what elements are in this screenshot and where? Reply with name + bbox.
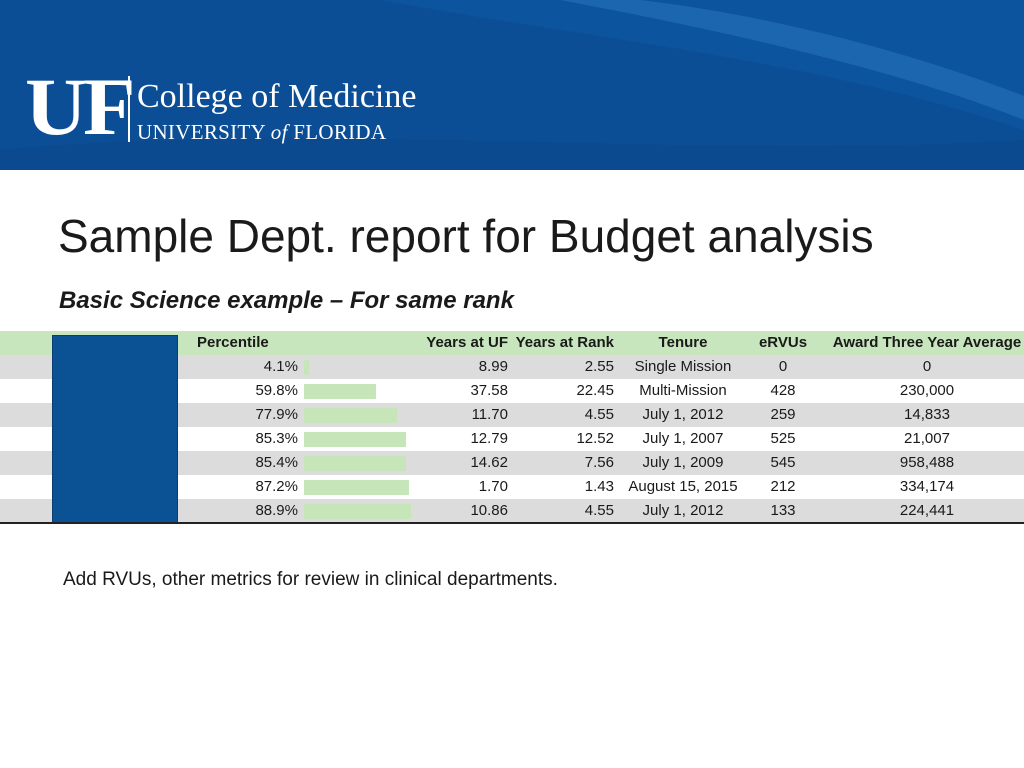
cell-tenure: July 1, 2012 xyxy=(642,502,724,519)
cell-tenure: August 15, 2015 xyxy=(628,478,738,495)
cell-percentile: 77.9% xyxy=(255,406,298,423)
university-name: UNIVERSITY of FLORIDA xyxy=(137,119,386,145)
cell-years-rank: 4.55 xyxy=(584,406,614,423)
cell-tenure: Single Mission xyxy=(634,358,732,375)
cell-ervus: 545 xyxy=(770,454,796,471)
cell-years-rank: 1.43 xyxy=(584,478,614,495)
cell-percentile: 85.4% xyxy=(255,454,298,471)
cell-percentile: 88.9% xyxy=(255,502,298,519)
header-years-uf: Years at UF xyxy=(426,334,508,351)
percentile-bar xyxy=(304,480,409,495)
uf-logo: UF xyxy=(25,66,136,148)
university-of: of xyxy=(270,120,288,144)
cell-years-rank: 7.56 xyxy=(584,454,614,471)
cell-ervus: 525 xyxy=(770,430,796,447)
cell-years-rank: 2.55 xyxy=(584,358,614,375)
cell-percentile: 85.3% xyxy=(255,430,298,447)
cell-years-rank: 4.55 xyxy=(584,502,614,519)
percentile-bar xyxy=(304,384,376,399)
cell-award: 0 xyxy=(922,358,932,375)
cell-tenure: July 1, 2009 xyxy=(642,454,724,471)
cell-years-uf: 37.58 xyxy=(470,382,508,399)
cell-award: 14,833 xyxy=(904,406,950,423)
logo-divider xyxy=(128,76,130,142)
percentile-bar xyxy=(304,456,406,471)
table-bottom-rule xyxy=(0,522,1024,524)
footer-note: Add RVUs, other metrics for review in cl… xyxy=(63,569,558,590)
cell-tenure: July 1, 2012 xyxy=(642,406,724,423)
cell-tenure: Multi-Mission xyxy=(639,382,727,399)
cell-ervus: 212 xyxy=(770,478,796,495)
cell-ervus: 259 xyxy=(770,406,796,423)
cell-tenure: July 1, 2007 xyxy=(642,430,724,447)
cell-percentile: 4.1% xyxy=(263,358,298,375)
cell-percentile: 87.2% xyxy=(255,478,298,495)
cell-years-uf: 14.62 xyxy=(470,454,508,471)
banner-swoosh xyxy=(0,0,1024,170)
cell-award: 230,000 xyxy=(899,382,955,399)
page-subtitle: Basic Science example – For same rank xyxy=(59,287,514,314)
university-prefix: UNIVERSITY xyxy=(137,120,271,144)
university-suffix: FLORIDA xyxy=(287,120,387,144)
cell-award: 958,488 xyxy=(899,454,955,471)
uf-logo-letters: UF xyxy=(25,61,136,152)
percentile-bar xyxy=(304,504,411,519)
cell-ervus: 133 xyxy=(770,502,796,519)
header-ervus: eRVUs xyxy=(758,334,808,351)
cell-years-rank: 22.45 xyxy=(576,382,614,399)
percentile-bar xyxy=(304,432,406,447)
cell-percentile: 59.8% xyxy=(255,382,298,399)
header-tenure: Tenure xyxy=(658,334,708,351)
header-award: Award Three Year Average xyxy=(832,334,1022,351)
percentile-bar xyxy=(304,408,397,423)
percentile-bar xyxy=(304,360,309,375)
cell-years-uf: 11.70 xyxy=(471,406,508,423)
cell-years-rank: 12.52 xyxy=(576,430,614,447)
page-title: Sample Dept. report for Budget analysis xyxy=(58,210,874,262)
cell-years-uf: 10.86 xyxy=(470,502,508,519)
cell-award: 21,007 xyxy=(904,430,950,447)
redaction-block xyxy=(52,335,178,523)
header-percentile: Percentile xyxy=(197,334,269,351)
cell-ervus: 428 xyxy=(770,382,796,399)
cell-years-uf: 8.99 xyxy=(478,358,508,375)
cell-years-uf: 12.79 xyxy=(470,430,508,447)
cell-award: 224,441 xyxy=(899,502,955,519)
header-years-rank: Years at Rank xyxy=(515,334,614,351)
cell-years-uf: 1.70 xyxy=(478,478,508,495)
college-name: College of Medicine xyxy=(137,78,417,115)
header-banner: UF College of Medicine UNIVERSITY of FLO… xyxy=(0,0,1024,170)
cell-ervus: 0 xyxy=(778,358,788,375)
cell-award: 334,174 xyxy=(899,478,955,495)
report-table: Percentile Years at UF Years at Rank Ten… xyxy=(0,331,1024,525)
